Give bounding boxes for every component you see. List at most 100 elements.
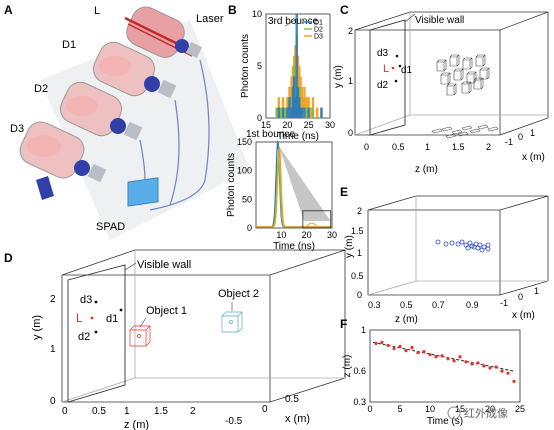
x-tick-b1: 20 — [282, 120, 292, 130]
x-tick-f: 0 — [367, 404, 372, 414]
pulse-d3 — [256, 146, 332, 228]
y-tick-b1: 5 — [257, 61, 262, 71]
bar-d2 — [275, 107, 278, 118]
z-tick-c-1: 0.5 — [392, 142, 405, 152]
bar-d1 — [295, 14, 298, 118]
zoom-box-b2 — [302, 210, 332, 229]
bar-d2 — [305, 107, 308, 118]
y-axis-label-b2: Photon counts — [226, 153, 237, 217]
data-point-f — [440, 354, 444, 358]
trajectory-point-e — [435, 239, 441, 245]
x-tick-c-0: -1 — [505, 137, 513, 147]
trajectory-point-e — [471, 244, 477, 250]
object-box-c — [461, 81, 472, 94]
visible-wall-label-c: Visible wall — [415, 15, 464, 26]
d2-label-d: d2 — [78, 331, 90, 343]
object-box-c — [453, 68, 464, 81]
x-tick-b1: 15 — [261, 120, 271, 130]
data-point-f — [464, 360, 468, 364]
data-point-f — [512, 379, 516, 384]
z-tick-e-3: 0.9 — [466, 300, 479, 310]
d1-label-d: d1 — [106, 313, 118, 325]
title-b2: 1st bounce — [246, 129, 295, 140]
zoom-wedge-b2 — [278, 146, 331, 222]
trajectory-points-e — [435, 239, 491, 253]
y-axis-label-b1: Photon counts — [240, 34, 251, 98]
x-tick-b2: 20 — [302, 230, 312, 240]
x-tick-d-0: -0.5 — [225, 416, 243, 427]
x-tick-f: 25 — [515, 404, 525, 414]
bar-d1 — [277, 107, 280, 118]
wall-pointer-d — [124, 262, 137, 271]
y-tick-d-0: 0 — [50, 396, 56, 407]
chart-z-vs-time: 0 5 10 15 20 25 0.3 0.6 1 Time (s) z (m) — [342, 325, 525, 427]
data-point-f — [434, 355, 438, 359]
panel-f: F 0 5 10 15 20 25 0.3 0.6 1 Time (s) z (m) — [340, 317, 525, 427]
data-point-f — [398, 344, 402, 349]
d3-label-c: d3 — [377, 48, 389, 59]
d2-point-d — [94, 330, 98, 334]
visible-wall-c — [369, 19, 406, 136]
x-axis-label-d: x (m) — [285, 413, 310, 425]
z-tick-e-2: 0.7 — [432, 300, 445, 310]
object-box-c — [449, 54, 460, 67]
y-axis-label-d: y (m) — [31, 315, 43, 340]
object-box-c — [475, 54, 486, 67]
trajectory-point-e — [479, 247, 485, 253]
y-axis-label-c: y (m) — [333, 65, 344, 88]
x-tick-c-2: 1 — [530, 128, 535, 138]
x-axis-label-b2: Time (ns) — [273, 241, 315, 252]
x-tick-b1: 30 — [325, 120, 335, 130]
d1-point-c — [398, 64, 402, 68]
visible-wall-d — [67, 264, 126, 403]
y-tick-c-0: 0 — [348, 128, 353, 138]
l-label-d: L — [76, 311, 83, 325]
plot-frame-b2 — [255, 141, 333, 229]
bar-d3 — [294, 45, 297, 119]
plot-frame-f — [369, 329, 521, 403]
panel-letter-e: E — [340, 185, 348, 199]
data-point-f — [470, 362, 474, 366]
laser-module — [124, 6, 202, 58]
x-tick-c-1: 0 — [518, 132, 523, 142]
trajectory-point-e — [465, 245, 471, 251]
object-box-c — [473, 77, 484, 90]
bar-d1 — [320, 107, 323, 118]
l-point-d — [90, 316, 94, 320]
data-point-f — [476, 361, 480, 365]
detector-d3 — [19, 121, 107, 200]
z-tick-d-2: 1 — [124, 406, 130, 417]
panel-letter-b: B — [228, 3, 237, 17]
fiber-d1 — [149, 59, 210, 211]
visible-wall-label-d: Visible wall — [137, 259, 191, 271]
z-tick-c-4: 2 — [486, 142, 491, 152]
y-tick-d-1: 1 — [50, 344, 56, 355]
z-tick-c-0: 0 — [364, 142, 369, 152]
z-tick-c-2: 1 — [425, 142, 430, 152]
x-tick-f: 20 — [485, 404, 495, 414]
y-tick-d-2: 2 — [50, 294, 56, 305]
legend-label-b1: D3 — [314, 34, 323, 41]
y-tick-f: 0.6 — [353, 366, 366, 376]
data-point-f — [416, 351, 420, 355]
z-axis-label-d: z (m) — [124, 419, 149, 430]
label-spad: SPAD — [96, 221, 125, 233]
y-tick-b2: 50 — [242, 194, 252, 204]
y-tick-e-0: 0 — [357, 290, 362, 300]
trajectory-point-e — [485, 246, 491, 252]
panel-letter-f: F — [340, 317, 347, 331]
y-tick-e-1: 0.5 — [351, 271, 364, 281]
z-tick-e-0: 0.3 — [368, 300, 381, 310]
label-laser: Laser — [196, 13, 224, 25]
x-tick-e-1: 0 — [518, 292, 523, 302]
label-l: L — [94, 5, 100, 17]
trajectory-point-e — [459, 239, 465, 245]
x-axis-label-e: x (m) — [512, 310, 535, 321]
d3-point-d — [94, 300, 98, 304]
title-pointer-b1 — [285, 18, 297, 27]
legend-label-b1: D1 — [314, 20, 323, 27]
y-tick-b1: 10 — [252, 9, 262, 19]
y-tick-c-2: 2 — [348, 26, 353, 36]
y-tick-e-4: 2 — [357, 206, 362, 216]
